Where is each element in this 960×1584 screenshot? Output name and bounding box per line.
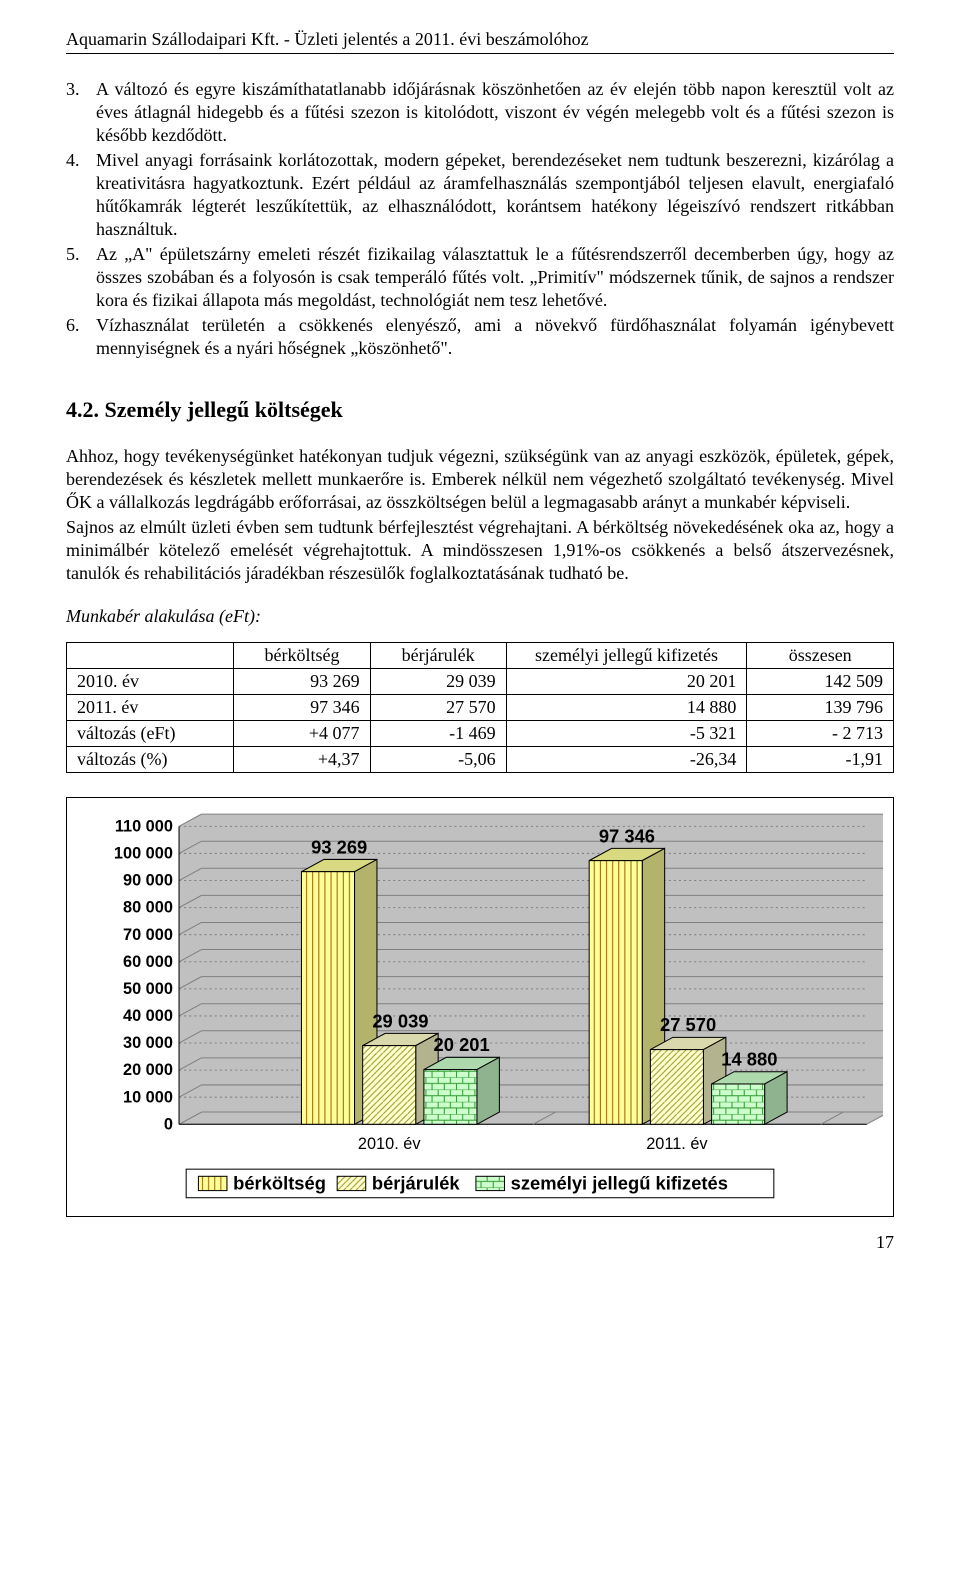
- list-item-5: 5.Az „A" épületszárny emeleti részét fiz…: [66, 243, 894, 312]
- table-cell: 2010. év: [67, 668, 234, 694]
- table-cell: -1 469: [370, 720, 506, 746]
- page-number: 17: [66, 1231, 894, 1254]
- table-cell: 20 201: [506, 668, 747, 694]
- table-row: változás (eFt)+4 077-1 469-5 321- 2 713: [67, 720, 894, 746]
- section-heading: 4.2. Személy jellegű költségek: [66, 396, 894, 424]
- table-cell: -26,34: [506, 746, 747, 772]
- table-header-cell: személyi jellegű kifizetés: [506, 642, 747, 668]
- chart-container: 0 10 000 20 000 30 000 40 000 50 000 60 000 70 …: [66, 797, 894, 1217]
- list-item-5-text: Az „A" épületszárny emeleti részét fizik…: [96, 244, 894, 310]
- header-text: Aquamarin Szállodaipari Kft. - Üzleti je…: [66, 29, 589, 49]
- svg-text:29 039: 29 039: [372, 1010, 428, 1031]
- table-row: 2010. év93 26929 03920 201142 509: [67, 668, 894, 694]
- table-cell: 14 880: [506, 694, 747, 720]
- list-item-3: 3.A változó és egyre kiszámíthatatlanabb…: [66, 78, 894, 147]
- table-cell: 97 346: [234, 694, 370, 720]
- list-item-3-text: A változó és egyre kiszámíthatatlanabb i…: [96, 79, 894, 145]
- table-row: 2011. év97 34627 57014 880139 796: [67, 694, 894, 720]
- svg-text:30 000: 30 000: [123, 1034, 173, 1052]
- list-item-4: 4.Mivel anyagi forrásaink korlátozottak,…: [66, 149, 894, 241]
- svg-text:60 000: 60 000: [123, 953, 173, 971]
- table-cell: -5,06: [370, 746, 506, 772]
- list-item-4-text: Mivel anyagi forrásaink korlátozottak, m…: [96, 150, 894, 239]
- body-paragraph-2: Sajnos az elmúlt üzleti évben sem tudtun…: [66, 516, 894, 585]
- svg-text:110 000: 110 000: [115, 817, 173, 835]
- svg-text:2011. év: 2011. év: [646, 1135, 708, 1153]
- table-cell: 2011. év: [67, 694, 234, 720]
- table-cell: 142 509: [747, 668, 894, 694]
- table-header-cell: bérjárulék: [370, 642, 506, 668]
- table-cell: +4,37: [234, 746, 370, 772]
- svg-text:bérjárulék: bérjárulék: [372, 1173, 461, 1194]
- body-paragraph-1: Ahhoz, hogy tevékenységünket hatékonyan …: [66, 445, 894, 514]
- svg-text:93 269: 93 269: [311, 836, 367, 857]
- table-header-cell: összesen: [747, 642, 894, 668]
- page-header: Aquamarin Szállodaipari Kft. - Üzleti je…: [66, 28, 894, 54]
- svg-text:személyi jellegű kifizetés: személyi jellegű kifizetés: [511, 1173, 728, 1194]
- svg-text:20 000: 20 000: [123, 1061, 173, 1079]
- svg-text:20 201: 20 201: [434, 1034, 490, 1055]
- svg-text:100 000: 100 000: [114, 844, 173, 862]
- numbered-list: 3.A változó és egyre kiszámíthatatlanabb…: [66, 78, 894, 360]
- svg-text:70 000: 70 000: [123, 926, 173, 944]
- svg-text:0: 0: [164, 1115, 173, 1133]
- table-cell: - 2 713: [747, 720, 894, 746]
- list-item-6-text: Vízhasználat területén a csökkenés eleny…: [96, 315, 894, 358]
- table-row: változás (%)+4,37-5,06-26,34-1,91: [67, 746, 894, 772]
- svg-text:bérköltség: bérköltség: [233, 1173, 326, 1194]
- svg-text:40 000: 40 000: [123, 1007, 173, 1025]
- svg-text:27 570: 27 570: [660, 1014, 716, 1035]
- table-cell: 93 269: [234, 668, 370, 694]
- svg-text:90 000: 90 000: [123, 872, 173, 890]
- table-cell: -1,91: [747, 746, 894, 772]
- table-cell: 29 039: [370, 668, 506, 694]
- svg-text:2010. év: 2010. év: [358, 1135, 421, 1153]
- list-item-6: 6.Vízhasználat területén a csökkenés ele…: [66, 314, 894, 360]
- table-header-cell: [67, 642, 234, 668]
- table-cell: +4 077: [234, 720, 370, 746]
- table-cell: 27 570: [370, 694, 506, 720]
- svg-text:80 000: 80 000: [123, 899, 173, 917]
- wage-table: bérköltségbérjárulékszemélyi jellegű kif…: [66, 642, 894, 773]
- table-cell: változás (%): [67, 746, 234, 772]
- svg-text:14 880: 14 880: [721, 1049, 777, 1070]
- table-header-cell: bérköltség: [234, 642, 370, 668]
- svg-text:10 000: 10 000: [123, 1088, 173, 1106]
- table-cell: 139 796: [747, 694, 894, 720]
- table-cell: változás (eFt): [67, 720, 234, 746]
- svg-text:50 000: 50 000: [123, 980, 173, 998]
- table-caption: Munkabér alakulása (eFt):: [66, 605, 894, 628]
- bar-chart: 0 10 000 20 000 30 000 40 000 50 000 60 000 70 …: [77, 808, 883, 1206]
- svg-text:97 346: 97 346: [599, 825, 655, 846]
- table-cell: -5 321: [506, 720, 747, 746]
